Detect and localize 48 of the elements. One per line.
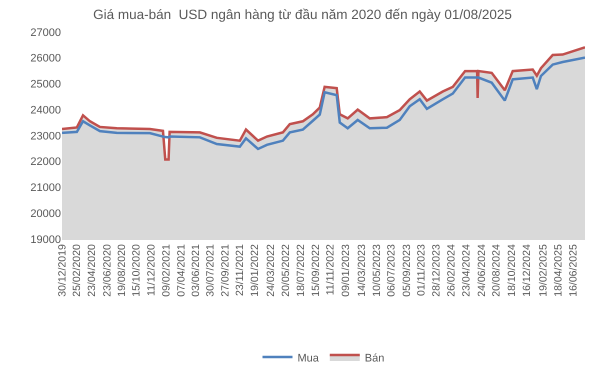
x-tick-label: 16/06/2025 <box>568 244 580 297</box>
x-tick-label: 28/12/2023 <box>430 244 442 297</box>
y-tick-label: 27000 <box>30 26 61 39</box>
x-tick-label: 24/03/2022 <box>265 244 278 297</box>
x-tick-label: 19/02/2025 <box>538 244 550 297</box>
x-tick-label: 06/07/2023 <box>385 244 398 297</box>
y-tick-label: 25000 <box>30 78 61 91</box>
x-tick-label: 23/06/2020 <box>102 244 114 297</box>
y-tick-label: 21000 <box>30 182 61 194</box>
x-tick-label: 20/08/2024 <box>490 244 503 297</box>
x-tick-label: 14/03/2023 <box>356 244 368 297</box>
x-tick-label: 18/10/2024 <box>506 244 518 297</box>
x-tick-label: 23/04/2024 <box>460 244 472 297</box>
legend-label: Mua <box>298 352 320 364</box>
x-tick-label: 18/04/2025 <box>552 244 565 297</box>
x-tick-label: 01/11/2023 <box>416 244 428 296</box>
x-tick-label: 03/06/2021 <box>190 244 202 297</box>
y-tick-label: 24000 <box>30 104 61 116</box>
x-tick-label: 23/11/2021 <box>234 244 246 296</box>
y-tick-label: 26000 <box>30 52 61 65</box>
x-tick-label: 19/08/2020 <box>116 244 128 297</box>
x-tick-label: 11/11/2022 <box>324 244 337 296</box>
line-series <box>62 56 585 150</box>
x-tick-label: 26/02/2024 <box>446 244 458 297</box>
chart-title: Giá mua-bán USD ngân hàng từ đầu năm 2020 đến ngày 01/08/2025 <box>93 7 512 22</box>
x-tick-label: 09/02/2021 <box>160 244 173 297</box>
x-tick-label: 30/07/2021 <box>204 244 217 297</box>
x-tick-label: 05/09/2023 <box>401 244 414 297</box>
y-tick-label: 19000 <box>30 234 61 246</box>
y-tick-label: 22000 <box>30 156 61 168</box>
x-tick-label: 30/12/2019 <box>56 244 68 297</box>
x-tick-label: 16/12/2024 <box>520 244 533 297</box>
y-tick-label: 20000 <box>30 208 61 220</box>
x-tick-label: 27/09/2021 <box>220 244 232 297</box>
x-tick-label: 24/06/2024 <box>476 244 488 297</box>
x-tick-label: 20/05/2022 <box>280 244 292 297</box>
y-tick-label: 23000 <box>30 130 61 142</box>
x-tick-label: 07/04/2021 <box>175 244 188 297</box>
x-tick-label: 09/01/2023 <box>340 244 352 297</box>
x-tick-label: 15/09/2022 <box>310 244 322 297</box>
x-tick-label: 19/01/2022 <box>248 244 261 297</box>
x-tick-label: 15/10/2020 <box>130 244 143 297</box>
x-tick-label: 11/12/2020 <box>145 244 158 296</box>
x-tick-label: 23/04/2020 <box>86 244 98 297</box>
x-tick-label: 18/07/2022 <box>294 244 307 297</box>
legend-label: Bán <box>364 352 384 364</box>
x-tick-label: 25/02/2020 <box>71 244 84 297</box>
x-tick-label: 10/05/2023 <box>370 244 383 297</box>
